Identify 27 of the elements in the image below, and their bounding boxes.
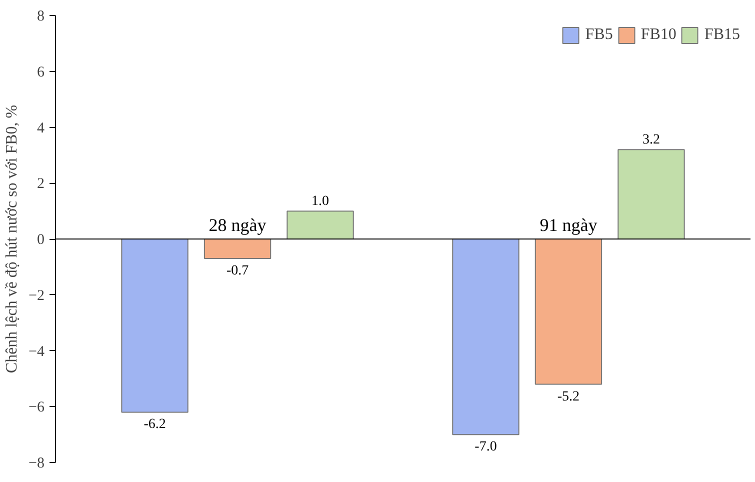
y-tick-label: 4 (37, 120, 45, 136)
y-axis-title: Chênh lệch về độ hút nước so với FB0, % (4, 104, 21, 374)
x-tick-label: 91 ngày (540, 215, 598, 235)
legend-label: FB15 (704, 26, 740, 44)
y-tick-label: 6 (37, 64, 45, 80)
bar (286, 210, 354, 240)
y-tick-label: 8 (37, 8, 44, 24)
data-label: -6.2 (144, 417, 166, 432)
data-label: -0.7 (226, 264, 249, 279)
data-label: 1.0 (312, 194, 330, 210)
data-label: -7.0 (474, 440, 497, 455)
bar (534, 238, 602, 385)
y-tick-label: −8 (28, 456, 45, 472)
y-tick-label: 0 (37, 232, 44, 248)
legend-label: FB10 (640, 26, 676, 44)
y-tick-label: 2 (37, 176, 44, 192)
bar (452, 238, 520, 436)
y-tick-label: −4 (28, 344, 45, 360)
data-label: 3.2 (642, 132, 660, 148)
bar (121, 238, 188, 413)
bar (204, 238, 272, 260)
y-tick-label: −6 (28, 400, 45, 416)
y-tick-label: −2 (28, 288, 45, 304)
bar (618, 149, 685, 240)
legend-label: FB5 (585, 26, 613, 44)
x-tick-label: 28 ngày (208, 215, 266, 235)
data-label: -5.2 (557, 389, 580, 404)
